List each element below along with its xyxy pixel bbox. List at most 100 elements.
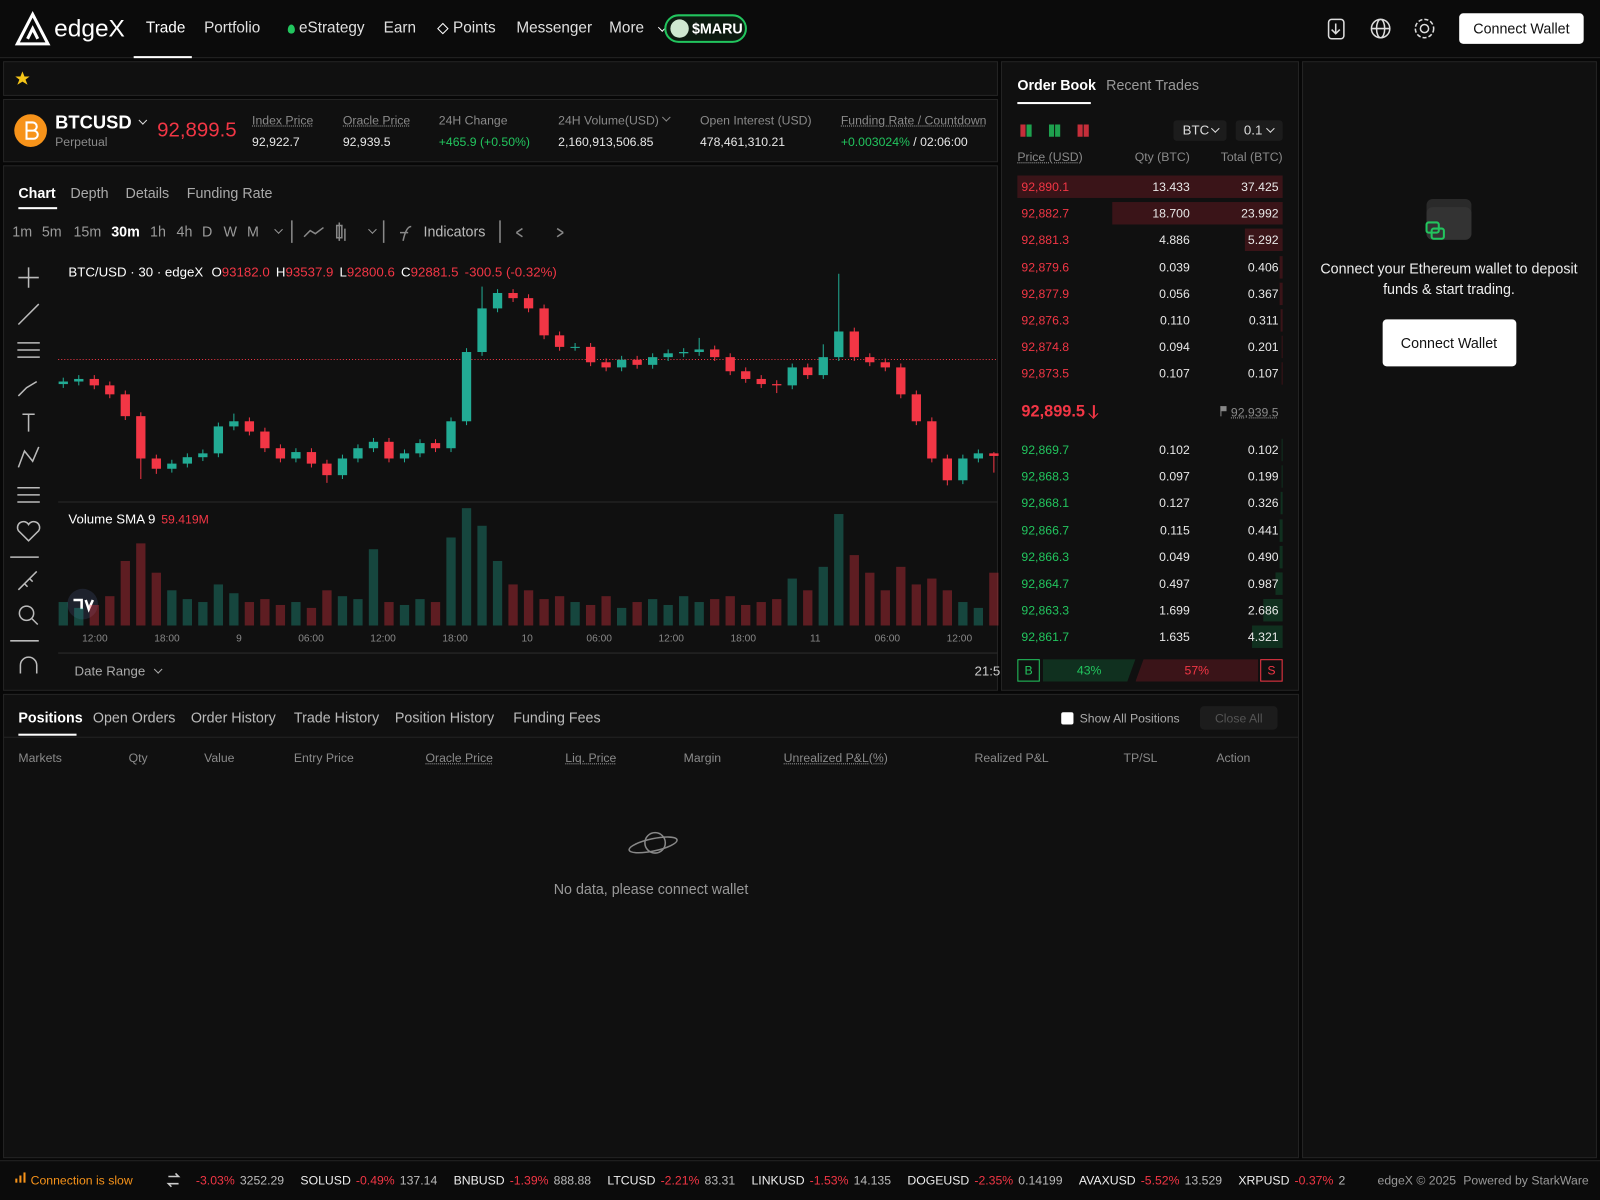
swap-icon bbox=[166, 1172, 181, 1188]
connect-button[interactable] bbox=[1459, 13, 1584, 44]
nav-item[interactable]: Earn bbox=[383, 19, 417, 37]
ticker-item[interactable]: -3.03% 3252.29 bbox=[196, 1173, 284, 1187]
candle-body bbox=[508, 293, 518, 299]
step-select[interactable] bbox=[1235, 120, 1283, 141]
candle-body bbox=[182, 457, 192, 464]
chart-tab[interactable]: Depth bbox=[70, 184, 109, 202]
layout-icon[interactable] bbox=[1048, 124, 1055, 137]
footer bbox=[0, 1160, 1600, 1200]
ob-price[interactable]: 92,882.7 bbox=[1021, 206, 1070, 221]
wallet-message: Connect your Ethereum wallet to deposit … bbox=[1320, 260, 1578, 297]
candle-body bbox=[741, 371, 751, 379]
interval[interactable]: W bbox=[223, 223, 237, 240]
volume-bar bbox=[508, 584, 518, 626]
ob-qty: 4.886 bbox=[1159, 233, 1190, 248]
ob-price[interactable]: 92,877.9 bbox=[1021, 286, 1070, 301]
volume-bar bbox=[570, 602, 580, 626]
ob-qty: 0.049 bbox=[1159, 549, 1190, 565]
ob-qty: 0.056 bbox=[1159, 286, 1190, 301]
positions-tab[interactable]: Positions bbox=[18, 709, 83, 726]
layout-icon[interactable] bbox=[1020, 124, 1026, 137]
ticker-item[interactable]: LTCUSD -2.21% 83.31 bbox=[607, 1173, 735, 1187]
candle-body bbox=[958, 458, 968, 481]
ticker-price: 83.31 bbox=[704, 1173, 736, 1188]
order-book-tab[interactable]: Order Book bbox=[1017, 76, 1096, 93]
ob-price[interactable]: 92,866.7 bbox=[1021, 523, 1070, 538]
indicators-button[interactable]: Indicators bbox=[423, 223, 486, 240]
depth-bar bbox=[1280, 492, 1283, 515]
ob-price[interactable]: 92,866.3 bbox=[1021, 549, 1070, 565]
show-all-label[interactable]: Show All Positions bbox=[1079, 711, 1180, 726]
wallet-button[interactable] bbox=[1382, 319, 1517, 367]
volume-bar bbox=[787, 578, 797, 626]
close-all-button[interactable] bbox=[1199, 706, 1278, 730]
ob-price[interactable]: 92,869.7 bbox=[1021, 442, 1070, 458]
positions-tab[interactable]: Funding Fees bbox=[513, 709, 601, 726]
wallet-illustration bbox=[1425, 198, 1472, 240]
layout-icon[interactable] bbox=[1055, 124, 1061, 137]
interval[interactable]: 4h bbox=[176, 223, 193, 240]
ticker-item[interactable]: BNBUSD -1.39% 888.88 bbox=[454, 1173, 591, 1187]
ob-price[interactable]: 92,868.3 bbox=[1021, 469, 1070, 484]
ob-price[interactable]: 92,876.3 bbox=[1021, 313, 1070, 328]
ticker-item[interactable]: SOLUSD -0.49% 137.14 bbox=[300, 1173, 437, 1187]
nav-item[interactable]: Portfolio bbox=[204, 19, 261, 37]
stat-label: Open Interest (USD) bbox=[699, 113, 812, 128]
interval[interactable]: 15m bbox=[73, 223, 102, 240]
ob-price[interactable]: 92,873.5 bbox=[1021, 366, 1070, 382]
nav-item[interactable]: More bbox=[609, 19, 645, 37]
layout-icon[interactable] bbox=[1077, 124, 1083, 137]
date-range[interactable]: Date Range bbox=[74, 663, 146, 679]
nav-item[interactable]: Points bbox=[453, 19, 496, 37]
close-all-text[interactable]: Close All bbox=[1214, 711, 1263, 726]
positions-tab[interactable]: Trade History bbox=[293, 709, 380, 726]
candle-body bbox=[570, 346, 580, 348]
ob-total: 0.311 bbox=[1248, 313, 1279, 328]
unit-select[interactable] bbox=[1173, 120, 1227, 141]
chart-tab[interactable]: Details bbox=[125, 184, 170, 202]
layout-icon[interactable] bbox=[1083, 124, 1089, 137]
favorite-star[interactable] bbox=[15, 71, 30, 85]
stat-label: 24H Change bbox=[438, 113, 508, 128]
ob-price[interactable]: 92,881.3 bbox=[1021, 233, 1070, 248]
chart-tools[interactable] bbox=[10, 267, 41, 674]
interval[interactable]: 30m bbox=[111, 223, 140, 240]
ob-price[interactable]: 92,864.7 bbox=[1021, 576, 1070, 591]
ticker-item[interactable]: LINKUSD -1.53% 14.135 bbox=[751, 1173, 891, 1187]
nav-item[interactable]: eStrategy bbox=[298, 19, 365, 37]
ticker-item[interactable]: DOGEUSD -2.35% 0.14199 bbox=[907, 1173, 1062, 1187]
positions-tab[interactable]: Order History bbox=[190, 709, 276, 726]
layout-icon[interactable] bbox=[1026, 124, 1032, 137]
positions-column: Realized P&L bbox=[974, 751, 1049, 766]
ob-price[interactable]: 92,890.1 bbox=[1021, 179, 1070, 194]
wallet-button-text[interactable]: Connect Wallet bbox=[1400, 334, 1498, 352]
interval[interactable]: D bbox=[202, 223, 213, 240]
toolbar-icons[interactable] bbox=[291, 220, 564, 243]
candle-body bbox=[554, 335, 565, 347]
ob-price[interactable]: 92,863.3 bbox=[1021, 603, 1070, 618]
ob-price[interactable]: 92,879.6 bbox=[1021, 259, 1070, 275]
interval[interactable]: M bbox=[246, 223, 259, 240]
ob-price[interactable]: 92,868.1 bbox=[1021, 496, 1070, 511]
show-all-checkbox[interactable] bbox=[1061, 712, 1074, 725]
chart-tab[interactable]: Funding Rate bbox=[186, 184, 273, 202]
ob-price[interactable]: 92,861.7 bbox=[1021, 629, 1070, 645]
ticker-item[interactable]: XRPUSD -0.37% 2.0444 bbox=[1238, 1173, 1345, 1187]
chart-tab[interactable]: Chart bbox=[18, 184, 56, 202]
interval[interactable]: 5m bbox=[41, 223, 62, 240]
sell-ratio-text: 57% bbox=[1184, 663, 1210, 678]
badge-avatar bbox=[670, 19, 689, 38]
positions-tab[interactable]: Open Orders bbox=[92, 709, 176, 726]
x-tick-label: 10 bbox=[521, 633, 533, 644]
ob-price[interactable]: 92,874.8 bbox=[1021, 339, 1070, 355]
ticker-item[interactable]: AVAXUSD -5.52% 13.529 bbox=[1079, 1173, 1222, 1187]
badge[interactable] bbox=[664, 14, 747, 43]
connect-button-text[interactable]: Connect Wallet bbox=[1473, 20, 1570, 37]
nav-item[interactable]: Trade bbox=[145, 19, 186, 37]
interval[interactable]: 1h bbox=[149, 223, 166, 240]
symbol[interactable]: BTCUSD bbox=[55, 112, 132, 133]
positions-tab[interactable]: Position History bbox=[394, 709, 495, 726]
order-book-tab[interactable]: Recent Trades bbox=[1106, 76, 1200, 93]
interval[interactable]: 1m bbox=[12, 223, 33, 240]
nav-item[interactable]: Messenger bbox=[516, 19, 593, 37]
